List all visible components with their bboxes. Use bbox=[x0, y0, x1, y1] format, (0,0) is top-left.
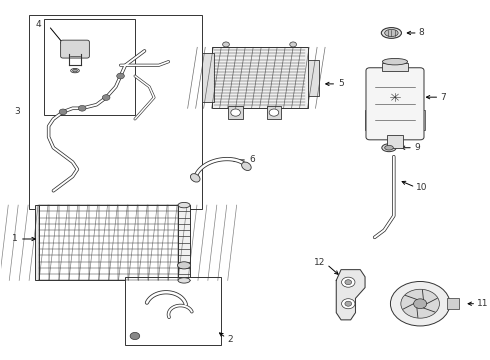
Ellipse shape bbox=[385, 30, 398, 37]
Ellipse shape bbox=[385, 145, 393, 150]
Circle shape bbox=[130, 332, 140, 339]
Bar bbox=[228, 107, 243, 119]
Text: 4: 4 bbox=[36, 19, 42, 28]
Text: 2: 2 bbox=[227, 335, 233, 344]
Circle shape bbox=[345, 280, 352, 285]
Bar bbox=[44, 19, 135, 116]
FancyBboxPatch shape bbox=[366, 68, 424, 140]
Polygon shape bbox=[336, 270, 365, 320]
Text: 3: 3 bbox=[14, 107, 20, 116]
Circle shape bbox=[117, 73, 124, 79]
Circle shape bbox=[290, 42, 296, 47]
Text: 7: 7 bbox=[441, 93, 446, 102]
Bar bbox=[365, 111, 372, 130]
Ellipse shape bbox=[178, 202, 190, 208]
Bar bbox=[39, 205, 178, 280]
Circle shape bbox=[401, 289, 440, 318]
Text: 8: 8 bbox=[419, 28, 424, 37]
Bar bbox=[29, 15, 202, 209]
Circle shape bbox=[78, 105, 86, 111]
Text: 10: 10 bbox=[416, 183, 428, 192]
Text: 11: 11 bbox=[477, 299, 489, 308]
Bar bbox=[202, 53, 214, 102]
Circle shape bbox=[231, 109, 241, 116]
Text: 1: 1 bbox=[12, 234, 18, 243]
Ellipse shape bbox=[177, 262, 191, 269]
Circle shape bbox=[342, 299, 355, 309]
Text: 12: 12 bbox=[315, 258, 326, 267]
Circle shape bbox=[342, 277, 355, 287]
Ellipse shape bbox=[71, 68, 79, 73]
Bar bbox=[267, 107, 281, 119]
Ellipse shape bbox=[73, 69, 77, 72]
Ellipse shape bbox=[191, 174, 200, 182]
Ellipse shape bbox=[382, 144, 396, 152]
Text: 5: 5 bbox=[339, 80, 344, 89]
Text: 6: 6 bbox=[249, 156, 255, 165]
Circle shape bbox=[102, 95, 110, 100]
FancyBboxPatch shape bbox=[61, 40, 89, 58]
Bar bbox=[447, 298, 460, 309]
Text: 9: 9 bbox=[414, 143, 419, 152]
Bar bbox=[308, 59, 319, 96]
Circle shape bbox=[345, 301, 352, 306]
Bar bbox=[382, 63, 408, 71]
Circle shape bbox=[222, 42, 229, 47]
Circle shape bbox=[59, 109, 67, 115]
Bar bbox=[388, 135, 403, 148]
Bar bbox=[125, 277, 221, 345]
Ellipse shape bbox=[178, 278, 190, 283]
Circle shape bbox=[414, 299, 427, 309]
Ellipse shape bbox=[382, 58, 408, 65]
Circle shape bbox=[391, 282, 450, 326]
Ellipse shape bbox=[242, 162, 251, 171]
Ellipse shape bbox=[381, 28, 401, 39]
Circle shape bbox=[269, 109, 279, 116]
Bar bbox=[35, 205, 39, 280]
Bar bbox=[418, 111, 425, 130]
Bar bbox=[212, 47, 308, 108]
Bar bbox=[178, 205, 190, 280]
